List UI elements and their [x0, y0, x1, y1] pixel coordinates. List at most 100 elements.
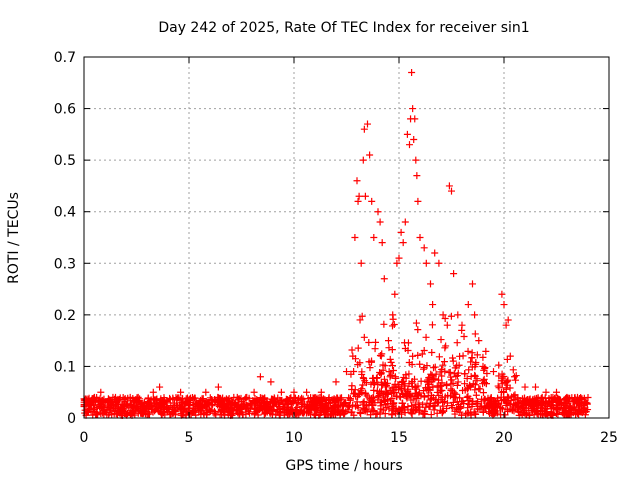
data-point-cloud: [453, 372, 461, 380]
data-point-cloud: [318, 394, 325, 402]
data-point-cloud: [313, 399, 321, 407]
data-point-cloud: [480, 375, 488, 383]
data-point-cloud: [425, 374, 433, 382]
data-point-cloud: [546, 411, 554, 419]
data-point-cloud: [373, 374, 381, 382]
data-point-cloud: [348, 346, 356, 354]
data-point-cloud: [390, 383, 398, 391]
data-point-cloud: [431, 363, 439, 371]
data-point-cloud: [129, 409, 137, 417]
data-point-cloud: [380, 375, 388, 383]
data-point-cloud: [447, 373, 455, 381]
data-point-cloud: [450, 390, 458, 398]
data-point-cloud: [480, 366, 488, 374]
data-point: [475, 337, 483, 345]
data-point-cloud: [336, 394, 344, 402]
data-point-cloud: [152, 399, 160, 407]
data-point-cloud: [435, 353, 443, 361]
data-point-cloud: [105, 411, 113, 419]
data-point-cloud: [532, 408, 540, 416]
data-point-cloud: [89, 411, 97, 419]
data-point-cloud: [479, 389, 487, 397]
data-point-cloud: [574, 407, 582, 415]
data-point-cloud: [359, 381, 367, 389]
data-point-cloud: [538, 393, 546, 401]
y-tick-label: 0: [67, 411, 76, 427]
data-point: [149, 388, 157, 396]
data-point-cloud: [466, 381, 474, 389]
data-point: [303, 388, 311, 396]
data-point-cloud: [423, 386, 431, 394]
data-point-cloud: [401, 339, 409, 347]
data-point: [256, 373, 264, 381]
data-point-cloud: [360, 333, 368, 341]
data-point-cloud: [416, 360, 424, 368]
data-point-cloud: [361, 406, 369, 414]
data-point: [374, 208, 382, 216]
data-point: [364, 120, 371, 128]
data-point-cloud: [281, 404, 289, 412]
data-point: [391, 290, 399, 298]
data-point-cloud: [563, 410, 571, 418]
data-point-cloud: [503, 378, 511, 386]
data-point-cloud: [97, 409, 105, 417]
data-point: [450, 270, 458, 278]
data-point-cloud: [404, 347, 412, 355]
data-point-cloud: [442, 342, 450, 350]
data-point-cloud: [472, 391, 480, 399]
data-point-cloud: [94, 398, 102, 406]
data-point-cloud: [411, 375, 419, 383]
data-point: [397, 228, 405, 236]
data-point-cloud: [381, 362, 389, 370]
x-tick-label: 10: [285, 430, 303, 446]
data-point-cloud: [260, 399, 268, 407]
data-point-cloud: [512, 372, 520, 380]
data-point-cloud: [380, 320, 388, 328]
data-point-cloud: [500, 372, 508, 380]
data-point-cloud: [173, 401, 181, 409]
data-point-cloud: [464, 347, 472, 355]
data-point-cloud: [272, 411, 280, 419]
data-point-cloud: [425, 385, 433, 393]
data-point-cloud: [578, 409, 586, 417]
data-point-cloud: [539, 398, 547, 406]
data-point-cloud: [336, 410, 344, 418]
data-point-cloud: [324, 399, 332, 407]
data-point-cloud: [463, 409, 471, 417]
data-point-cloud: [341, 399, 349, 407]
data-point-cloud: [347, 409, 355, 417]
data-point: [351, 234, 359, 241]
data-point-cloud: [383, 379, 391, 387]
data-point: [439, 311, 447, 319]
data-point-cloud: [197, 402, 205, 410]
data-points: [80, 68, 592, 419]
data-point-cloud: [359, 401, 367, 409]
data-point: [498, 290, 506, 298]
data-point: [532, 383, 539, 391]
data-point-cloud: [227, 403, 235, 411]
data-point-cloud: [459, 397, 467, 405]
data-point-cloud: [338, 402, 346, 410]
data-point-cloud: [451, 407, 459, 415]
data-point-cloud: [328, 407, 336, 415]
data-point-cloud: [435, 392, 443, 400]
data-point-cloud: [211, 409, 219, 417]
data-point-cloud: [385, 368, 393, 376]
data-point-cloud: [502, 379, 510, 387]
data-point-cloud: [307, 406, 315, 414]
data-point-cloud: [241, 404, 249, 412]
data-point-cloud: [262, 402, 270, 410]
data-point-cloud: [419, 401, 427, 409]
data-point-cloud: [360, 398, 368, 406]
data-point-cloud: [87, 408, 95, 416]
data-point-cloud: [475, 385, 483, 393]
data-point-cloud: [569, 398, 577, 406]
data-point: [360, 125, 368, 133]
data-point-cloud: [388, 322, 396, 330]
data-point-cloud: [557, 400, 565, 408]
data-point-cloud: [431, 375, 439, 383]
data-point-cloud: [313, 404, 321, 412]
data-point-cloud: [421, 392, 429, 400]
data-point-cloud: [189, 407, 197, 415]
data-point-cloud: [405, 370, 413, 378]
